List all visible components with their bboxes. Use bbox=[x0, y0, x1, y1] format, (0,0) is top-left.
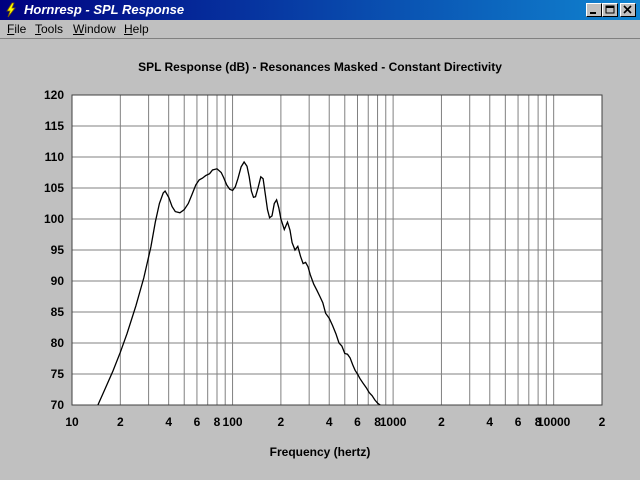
y-tick-label: 95 bbox=[51, 243, 65, 257]
x-tick-label: 4 bbox=[326, 415, 333, 429]
title-bar[interactable]: Hornresp - SPL Response bbox=[0, 0, 640, 20]
x-tick-label: 8 bbox=[535, 415, 542, 429]
close-button[interactable] bbox=[620, 3, 636, 17]
maximize-button[interactable] bbox=[602, 3, 618, 17]
x-tick-label: 8 bbox=[374, 415, 381, 429]
x-tick-label: 2 bbox=[438, 415, 445, 429]
y-tick-label: 105 bbox=[44, 181, 64, 195]
x-tick-label: 2 bbox=[117, 415, 124, 429]
y-tick-label: 90 bbox=[51, 274, 65, 288]
x-axis-label: Frequency (hertz) bbox=[270, 445, 371, 459]
x-tick-label: 4 bbox=[486, 415, 493, 429]
spl-response-chart: SPL Response (dB) - Resonances Masked - … bbox=[44, 60, 606, 459]
menu-window[interactable]: Window bbox=[73, 22, 116, 36]
x-tick-label: 6 bbox=[194, 415, 201, 429]
x-tick-label: 1000 bbox=[380, 415, 407, 429]
lightning-bolt-icon bbox=[6, 2, 16, 18]
x-tick-label: 4 bbox=[165, 415, 172, 429]
menu-file[interactable]: File bbox=[7, 22, 27, 36]
y-tick-label: 110 bbox=[45, 150, 65, 164]
y-tick-label: 75 bbox=[51, 367, 65, 381]
y-tick-label: 85 bbox=[51, 305, 65, 319]
x-tick-label: 100 bbox=[223, 415, 243, 429]
menu-tools[interactable]: Tools bbox=[35, 22, 64, 36]
menu-bar: File Tools Window Help bbox=[0, 20, 640, 39]
x-tick-label: 10 bbox=[65, 415, 79, 429]
x-tick-label: 10000 bbox=[537, 415, 571, 429]
minimize-icon bbox=[590, 12, 596, 14]
spl-curve bbox=[97, 160, 382, 405]
x-tick-label: 6 bbox=[354, 415, 361, 429]
chart-title: SPL Response (dB) - Resonances Masked - … bbox=[138, 60, 502, 74]
window-title: Hornresp - SPL Response bbox=[24, 2, 185, 17]
y-tick-label: 115 bbox=[45, 119, 65, 133]
plot-border bbox=[71, 94, 603, 406]
y-tick-label: 100 bbox=[44, 212, 64, 226]
menu-help[interactable]: Help bbox=[124, 22, 149, 36]
x-tick-label: 2 bbox=[599, 415, 606, 429]
y-tick-label: 120 bbox=[44, 88, 64, 102]
maximize-icon bbox=[605, 5, 615, 14]
minimize-button[interactable] bbox=[586, 3, 602, 17]
y-tick-label: 70 bbox=[51, 398, 65, 412]
x-tick-label: 6 bbox=[515, 415, 522, 429]
y-tick-label: 80 bbox=[51, 336, 65, 350]
close-icon bbox=[623, 5, 632, 14]
x-tick-label: 8 bbox=[214, 415, 221, 429]
x-tick-label: 2 bbox=[278, 415, 285, 429]
